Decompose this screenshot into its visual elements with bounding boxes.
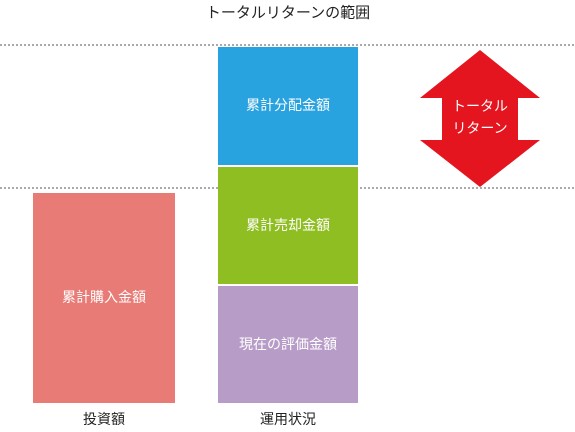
column-label: 投資額: [83, 412, 125, 428]
valuation-block: [218, 286, 358, 403]
distribution-block: [218, 47, 358, 165]
distribution-block-label: 累計分配金額: [246, 98, 330, 114]
valuation-block-label: 現在の評価金額: [239, 337, 337, 353]
column-label: 運用状況: [260, 412, 316, 428]
arrow-label-line: リターン: [452, 121, 507, 137]
investment-block: [33, 193, 175, 403]
sale-block: [218, 167, 358, 284]
double-arrow: [420, 50, 540, 187]
title: トータルリターンの範囲: [206, 4, 370, 22]
investment-block-label: 累計購入金額: [62, 290, 146, 306]
sale-block-label: 累計売却金額: [246, 218, 330, 234]
arrow-label-line: トータル: [452, 99, 508, 115]
